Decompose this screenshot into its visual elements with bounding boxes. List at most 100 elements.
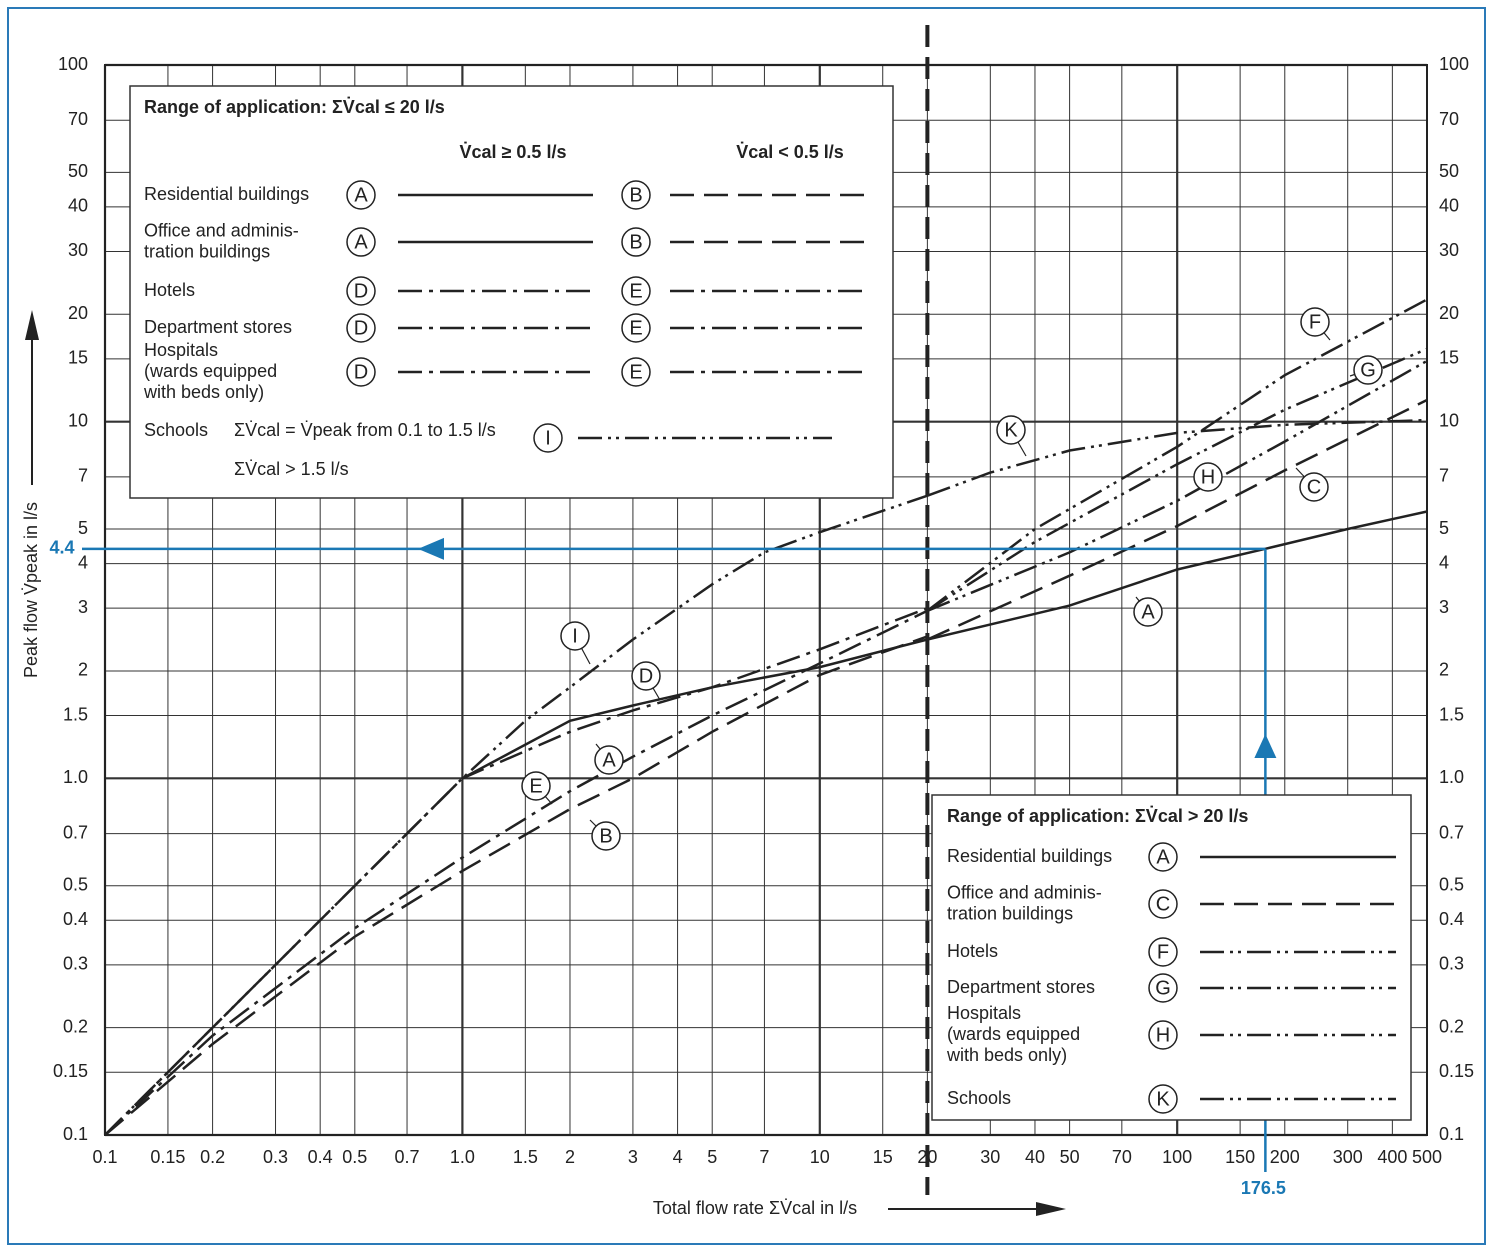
legend-label: Hospitals: [947, 1003, 1021, 1023]
curve-key-circle: [1148, 937, 1178, 967]
example-arrow: [418, 537, 444, 560]
y-tick-label-right: 20: [1439, 303, 1459, 323]
y-tick-label-right: 1.0: [1439, 767, 1464, 787]
y-tick-label: 0.4: [63, 909, 88, 929]
x-tick-label: 15: [873, 1147, 893, 1167]
y-tick-label: 0.15: [53, 1061, 88, 1081]
x-tick-label: 0.2: [200, 1147, 225, 1167]
y-tick-label: 3: [78, 597, 88, 617]
y-tick-label-right: 0.2: [1439, 1016, 1464, 1036]
curve-key-circle: [1148, 1020, 1178, 1050]
y-tick-label: 2: [78, 660, 88, 680]
curve-key-circle: [521, 771, 551, 801]
curve-key-circle: [594, 745, 624, 775]
y-axis-label: Peak flow V̇peak in l/s: [21, 502, 41, 678]
x-tick-label: 0.15: [150, 1147, 185, 1167]
x-tick-label: 100: [1162, 1147, 1192, 1167]
x-tick-label: 150: [1225, 1147, 1255, 1167]
curve-key: H: [1201, 466, 1215, 488]
y-tick-label: 20: [68, 303, 88, 323]
y-tick-label: 0.7: [63, 822, 88, 842]
y-tick-label-right: 0.1: [1439, 1124, 1464, 1144]
curve-key: H: [1156, 1024, 1170, 1046]
curve-key-circle: [346, 313, 376, 343]
curve-key: B: [629, 184, 642, 206]
curve-key: K: [1004, 419, 1018, 441]
curve-key-circle: [631, 661, 661, 691]
y-arrowhead: [25, 310, 39, 340]
curve-key: D: [354, 280, 368, 302]
y-tick-label: 1.5: [63, 704, 88, 724]
x-tick-label: 50: [1060, 1147, 1080, 1167]
curve-key: E: [629, 317, 642, 339]
curve-key: D: [354, 361, 368, 383]
curve-key-circle: [1148, 973, 1178, 1003]
legend-label: (wards equipped: [947, 1024, 1080, 1044]
y-tick-label: 5: [78, 518, 88, 538]
x-tick-label: 500: [1412, 1147, 1442, 1167]
x-tick-label: 0.7: [395, 1147, 420, 1167]
y-tick-label: 7: [78, 466, 88, 486]
legend-header: V̇cal < 0.5 l/s: [736, 141, 844, 162]
x-tick-label: 4: [673, 1147, 683, 1167]
curve-key-circle: [346, 180, 376, 210]
y-tick-label-right: 1.5: [1439, 704, 1464, 724]
x-tick-label: 10: [810, 1147, 830, 1167]
legend-header: V̇cal ≥ 0.5 l/s: [460, 141, 567, 162]
curve-key: A: [1156, 846, 1170, 868]
curve-key: E: [629, 280, 642, 302]
y-tick-label-right: 0.3: [1439, 954, 1464, 974]
x-tick-label: 200: [1270, 1147, 1300, 1167]
y-tick-label-right: 3: [1439, 597, 1449, 617]
x-tick-label: 5: [707, 1147, 717, 1167]
x-tick-label: 1.0: [450, 1147, 475, 1167]
y-tick-label: 1.0: [63, 767, 88, 787]
x-tick-label: 40: [1025, 1147, 1045, 1167]
curve-key-circle: [621, 227, 651, 257]
y-tick-label-right: 50: [1439, 161, 1459, 181]
curve-key-circle: [533, 423, 563, 453]
legend-label: Department stores: [947, 977, 1095, 997]
curve: [461, 510, 1428, 780]
curve-key: A: [354, 184, 368, 206]
y-tick-label-right: 100: [1439, 54, 1469, 74]
y-tick-label-right: 5: [1439, 518, 1449, 538]
legend-label: Hotels: [144, 280, 195, 300]
legend-label: Department stores: [144, 317, 292, 337]
legend-label: Schools: [144, 420, 208, 440]
curve: [926, 398, 1428, 641]
x-tick-label: 70: [1112, 1147, 1132, 1167]
y-tick-label: 100: [58, 54, 88, 74]
legend-label: tration buildings: [144, 241, 270, 261]
curve-key-circle: [1300, 307, 1330, 337]
y-tick-label-right: 0.5: [1439, 874, 1464, 894]
y-tick-label: 40: [68, 196, 88, 216]
curve-key-circle: [621, 180, 651, 210]
frame: [7, 7, 1486, 1245]
curve-key-circle: [346, 276, 376, 306]
y-tick-label-right: 70: [1439, 109, 1459, 129]
curve-key: A: [354, 231, 368, 253]
legend-label: Office and adminis-: [144, 220, 299, 240]
curve-key-circle: [996, 415, 1026, 445]
legend-label: Hospitals: [144, 340, 218, 360]
y-tick-label-right: 30: [1439, 240, 1459, 260]
y-tick-label-right: 10: [1439, 410, 1459, 430]
y-tick-label-right: 0.15: [1439, 1061, 1474, 1081]
legend-note: ΣV̇cal > 1.5 l/s: [234, 459, 349, 479]
overlay: Total flow rate ΣV̇cal in l/s Peak flow V…: [21, 25, 1412, 1218]
curve-key: G: [1155, 977, 1171, 999]
y-tick-label: 0.1: [63, 1124, 88, 1144]
y-tick-label-right: 0.7: [1439, 822, 1464, 842]
curve-key: B: [599, 825, 612, 847]
curve-key-circle: [621, 313, 651, 343]
legend-label: with beds only): [946, 1045, 1067, 1065]
legend-title: Range of application: ΣV̇cal ≤ 20 l/s: [144, 96, 445, 117]
x-tick-label: 30: [980, 1147, 1000, 1167]
legend-label: (wards equipped: [144, 361, 277, 381]
x-tick-label: 0.5: [342, 1147, 367, 1167]
y-tick-label-right: 7: [1439, 466, 1449, 486]
curve-key-circle: [1353, 355, 1383, 385]
y-tick-label: 0.5: [63, 874, 88, 894]
